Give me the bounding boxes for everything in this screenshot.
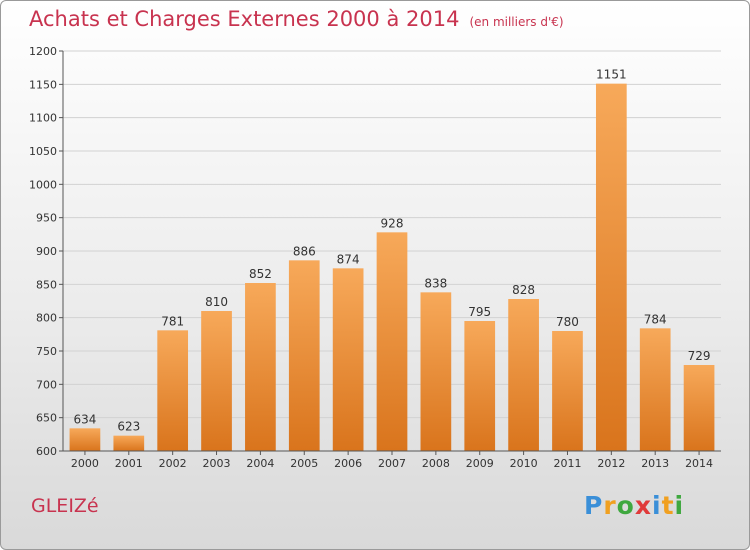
data-label: 810 <box>205 295 228 309</box>
y-tick-label: 750 <box>36 345 57 358</box>
y-tick-label: 1150 <box>29 78 57 91</box>
x-tick-label: 2001 <box>115 457 143 470</box>
data-label: 874 <box>337 252 360 266</box>
proxiti-logo: Proxiti <box>584 491 684 520</box>
bar-2005 <box>288 260 320 451</box>
logo-letter: t <box>661 491 675 520</box>
data-label: 781 <box>161 314 184 328</box>
x-tick-label: 2012 <box>597 457 625 470</box>
logo-letter: i <box>652 491 662 520</box>
data-label: 828 <box>512 283 535 297</box>
bar-2004 <box>245 283 276 451</box>
data-label: 928 <box>381 216 404 230</box>
x-tick-label: 2009 <box>466 457 494 470</box>
bar-2009 <box>464 321 496 451</box>
x-tick-label: 2003 <box>203 457 231 470</box>
y-tick-label: 650 <box>36 412 57 425</box>
y-tick-label: 950 <box>36 212 57 225</box>
commune-name: GLEIZé <box>31 495 99 517</box>
bar-2011 <box>552 331 583 451</box>
data-label: 784 <box>644 312 667 326</box>
logo-letter: o <box>616 491 635 520</box>
data-label: 1151 <box>596 68 627 82</box>
y-tick-label: 850 <box>36 278 57 291</box>
title-row: Achats et Charges Externes 2000 à 2014 (e… <box>29 7 564 31</box>
bar-2014 <box>683 365 715 451</box>
data-label: 634 <box>73 412 96 426</box>
bar-2001 <box>113 435 145 451</box>
bar-2010 <box>508 299 539 451</box>
data-label: 838 <box>424 276 447 290</box>
y-tick-label: 1200 <box>29 45 57 58</box>
chart-subtitle: (en milliers d'€) <box>469 15 564 29</box>
bar-2006 <box>332 268 364 451</box>
x-tick-label: 2006 <box>334 457 362 470</box>
bar-2003 <box>201 311 232 451</box>
logo-letter: P <box>584 491 604 520</box>
x-tick-label: 2013 <box>641 457 669 470</box>
data-label: 886 <box>293 244 316 258</box>
bar-2000 <box>69 428 101 451</box>
bars: 634 623 781 810 852 886 874 928 838 795 828 780 1151… <box>69 68 715 452</box>
x-tick-label: 2007 <box>378 457 406 470</box>
logo-letter: r <box>603 491 617 520</box>
bar-2007 <box>376 232 408 451</box>
data-label: 623 <box>117 420 140 434</box>
data-label: 729 <box>688 349 711 363</box>
x-tick-label: 2008 <box>422 457 450 470</box>
y-tick-label: 600 <box>36 445 57 458</box>
y-tick-label: 1100 <box>29 112 57 125</box>
x-tick-label: 2014 <box>685 457 713 470</box>
y-tick-label: 800 <box>36 312 57 325</box>
x-tick-label: 2011 <box>553 457 581 470</box>
x-tick-label: 2002 <box>159 457 187 470</box>
y-tick-label: 1000 <box>29 178 57 191</box>
y-tick-label: 1050 <box>29 145 57 158</box>
bar-2008 <box>420 292 452 451</box>
logo-letter: i <box>674 491 685 520</box>
data-label: 780 <box>556 315 579 329</box>
x-tick-label: 2004 <box>246 457 274 470</box>
y-tick-label: 900 <box>36 245 57 258</box>
bar-2013 <box>639 328 671 451</box>
y-tick-label: 700 <box>36 378 57 391</box>
x-tick-label: 2000 <box>71 457 99 470</box>
x-tick-label: 2005 <box>290 457 318 470</box>
data-label: 852 <box>249 267 272 281</box>
x-tick-label: 2010 <box>510 457 538 470</box>
bar-2002 <box>157 330 189 451</box>
chart-title: Achats et Charges Externes 2000 à 2014 <box>29 7 460 31</box>
bar-2012 <box>595 83 627 452</box>
data-label: 795 <box>468 305 491 319</box>
tick-labels: 600 650 700 750 800 850 900 950 1000 1050 1100 1150… <box>29 45 713 470</box>
logo-letter: x <box>634 491 652 520</box>
